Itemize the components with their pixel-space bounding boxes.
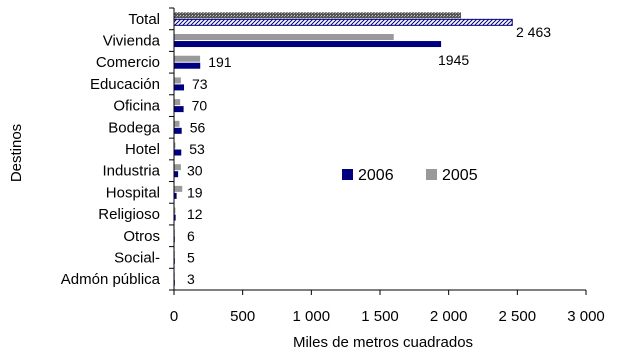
value-label-vivienda: 1945 (438, 52, 469, 68)
category-label-hotel: Hotel (125, 141, 160, 158)
category-label-vivienda: Vivienda (103, 33, 161, 50)
bar-2006-oficina (174, 106, 184, 113)
x-tick-label: 2 000 (430, 308, 468, 325)
value-label-religioso: 12 (187, 206, 203, 222)
y-axis-title: Destinos (8, 124, 25, 182)
legend-label-2005: 2005 (442, 167, 478, 184)
bar-2005-comercio (174, 55, 201, 62)
bar-2006-industria (174, 171, 179, 178)
category-label-comercio: Comercio (96, 54, 160, 71)
value-label-total: 2 463 (516, 24, 551, 40)
value-label-industria: 30 (187, 163, 203, 179)
bar-2006-total (173, 18, 513, 26)
category-label-industria: Industria (102, 163, 160, 180)
category-label-educacion: Educación (90, 76, 160, 93)
bar-2005-vivienda (174, 34, 394, 41)
plot-area: Total 2 463 Vivienda 1945 Comercio 191 Educaci… (61, 7, 605, 325)
value-label-otros: 6 (187, 228, 195, 244)
bar-2005-hotel (174, 142, 176, 149)
bar-2006-educacion (174, 84, 185, 91)
bar-2005-oficina (174, 99, 181, 106)
bar-2006-hospital (174, 192, 177, 199)
x-tick-label: 500 (230, 308, 255, 325)
bar-2006-hotel (174, 149, 182, 156)
value-label-bodega: 56 (190, 119, 206, 135)
legend-swatch-2005 (426, 169, 437, 180)
x-tick-label: 0 (170, 308, 178, 325)
bar-2005-educacion (174, 77, 181, 84)
bar-2006-vivienda (174, 41, 442, 48)
legend-label-2006: 2006 (358, 167, 394, 184)
category-label-religioso: Religioso (98, 206, 160, 223)
category-label-bodega: Bodega (108, 119, 160, 136)
legend: 2006 2005 (342, 167, 478, 184)
bar-2005-industria (174, 164, 181, 171)
bar-2005-religioso (174, 207, 176, 214)
bar-2005-total (174, 12, 462, 19)
x-tick-label: 2 500 (499, 308, 537, 325)
x-tick-label: 3 000 (567, 308, 605, 325)
value-label-social: 5 (187, 249, 195, 265)
x-axis-title: Miles de metros cuadrados (293, 334, 473, 351)
bar-2005-hospital (174, 185, 183, 192)
category-label-hospital: Hospital (106, 184, 160, 201)
bar-2005-bodega (174, 120, 180, 127)
value-label-hotel: 53 (189, 141, 205, 157)
category-label-social: Social- (114, 249, 160, 266)
category-label-otros: Otros (123, 228, 160, 245)
value-label-admon-publica: 3 (187, 271, 195, 287)
bar-2006-religioso (174, 214, 176, 221)
category-label-admon-publica: Admón pública (61, 271, 161, 288)
bar-2006-comercio (174, 62, 201, 69)
value-label-hospital: 19 (187, 184, 203, 200)
category-label-total: Total (128, 11, 160, 28)
value-label-educacion: 73 (192, 76, 208, 92)
bar-2006-bodega (174, 127, 182, 134)
legend-swatch-2006 (342, 169, 353, 180)
x-tick-label: 1 500 (361, 308, 399, 325)
value-label-comercio: 191 (208, 54, 232, 70)
value-label-oficina: 70 (192, 98, 208, 114)
category-label-oficina: Oficina (113, 98, 160, 115)
x-tick-label: 1 000 (293, 308, 331, 325)
